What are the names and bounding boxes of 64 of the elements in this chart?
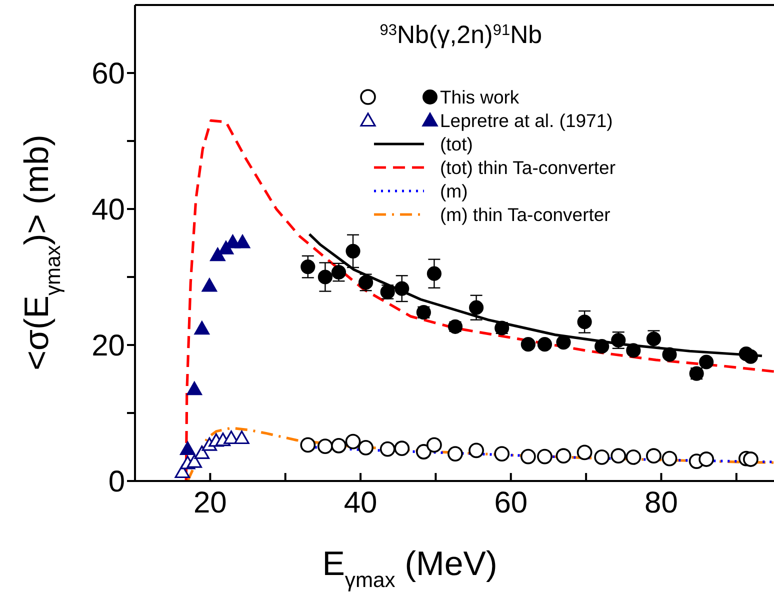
point xyxy=(317,438,333,454)
point xyxy=(426,266,442,281)
point xyxy=(494,446,510,462)
point xyxy=(416,444,432,460)
point xyxy=(626,343,641,358)
point xyxy=(646,448,662,464)
legend-label: (m) thin Ta-converter xyxy=(440,204,610,225)
point xyxy=(394,440,410,456)
point xyxy=(194,446,210,460)
point xyxy=(743,349,758,364)
point xyxy=(662,450,678,466)
point xyxy=(520,337,536,352)
point xyxy=(698,452,714,467)
point xyxy=(186,382,202,396)
point xyxy=(300,437,316,453)
point xyxy=(577,314,592,330)
point xyxy=(556,448,572,464)
point xyxy=(234,234,250,248)
point xyxy=(318,270,332,284)
point xyxy=(469,300,484,315)
x-axis-title: E$_{γmax}$ (MeV) xyxy=(322,545,498,592)
text: $^{93}$Nb(γ,2n)$^{91}$Nb xyxy=(380,21,542,49)
legend-label: (m) xyxy=(440,180,468,202)
point xyxy=(556,334,571,350)
x-tick-label: 80 xyxy=(644,486,678,520)
point xyxy=(394,281,410,296)
point xyxy=(234,430,250,444)
y-tick-label: 0 xyxy=(108,466,125,499)
x-tick-label: 60 xyxy=(494,486,528,520)
point xyxy=(742,452,758,467)
line-series xyxy=(186,426,774,481)
point xyxy=(346,244,360,258)
point xyxy=(210,248,226,262)
point xyxy=(300,260,316,274)
point xyxy=(594,450,610,465)
x-tick-label: 40 xyxy=(344,486,378,520)
legend-label: This work xyxy=(440,86,520,108)
point xyxy=(537,337,552,352)
point xyxy=(358,440,374,456)
y-tick-label: 20 xyxy=(92,330,125,363)
legend-label: (tot) xyxy=(440,134,473,154)
point xyxy=(202,278,218,292)
point xyxy=(426,437,442,453)
point xyxy=(576,444,592,460)
point xyxy=(186,454,202,468)
point xyxy=(448,446,463,462)
y-tick-label: 60 xyxy=(92,58,125,91)
point xyxy=(331,438,346,454)
y-tick-label: 40 xyxy=(92,194,125,227)
point xyxy=(626,450,642,465)
point xyxy=(468,442,484,458)
point xyxy=(180,441,196,455)
legend-label: Lepretre at al. (1971) xyxy=(440,110,613,131)
point xyxy=(520,448,536,464)
point xyxy=(380,441,396,457)
point xyxy=(194,321,210,335)
legend-label: (tot) thin Ta-converter xyxy=(440,157,616,178)
point xyxy=(345,434,361,450)
point xyxy=(699,354,714,370)
point xyxy=(594,339,610,354)
x-tick-label: 20 xyxy=(193,486,227,520)
point xyxy=(662,347,677,362)
point xyxy=(610,448,626,464)
point xyxy=(537,448,552,464)
